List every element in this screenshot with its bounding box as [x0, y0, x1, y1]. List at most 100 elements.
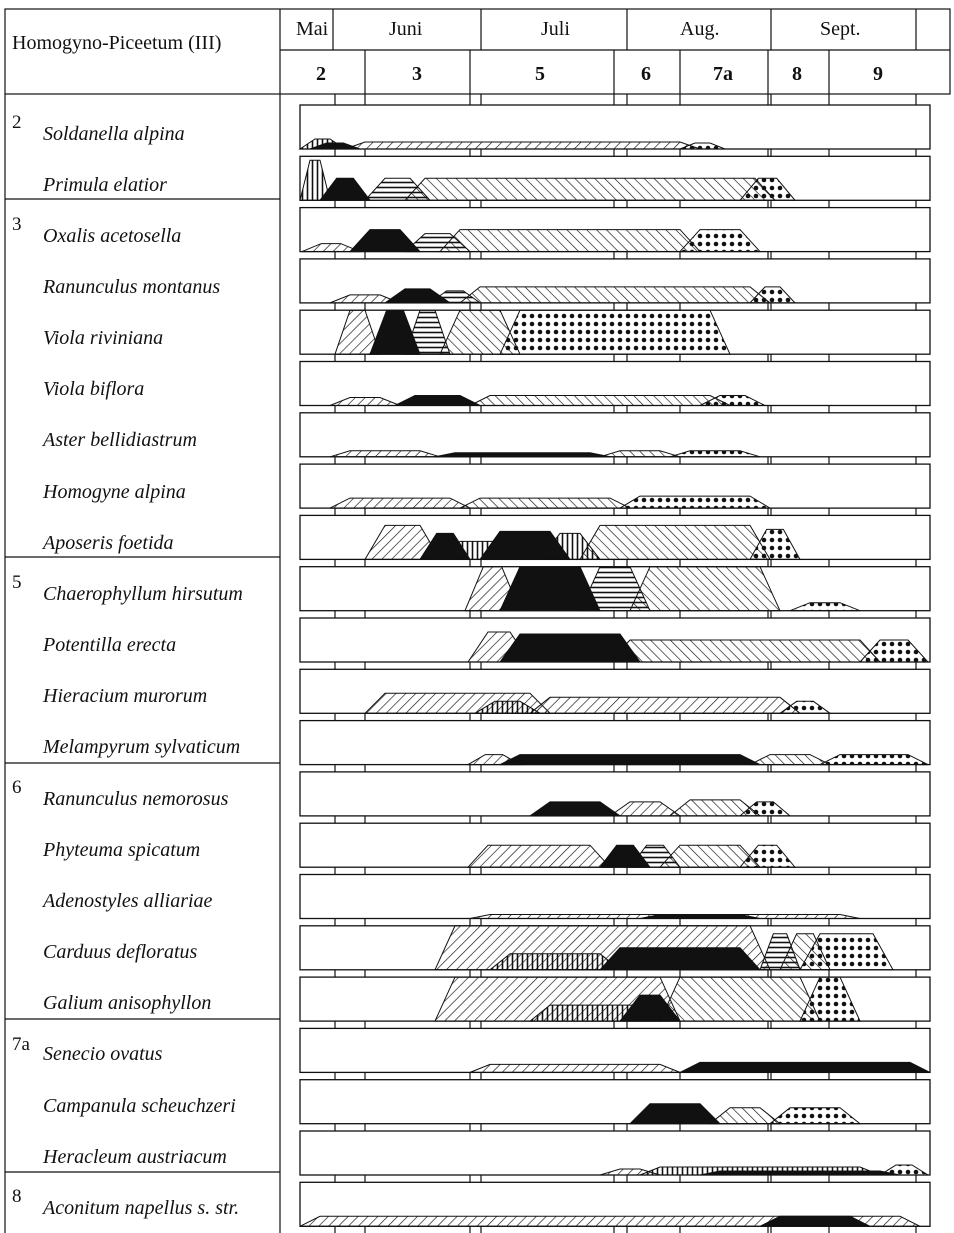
- solid-segment: [528, 801, 622, 817]
- solid-segment: [598, 947, 762, 971]
- forward-hatch-segment: [658, 844, 762, 868]
- species-label: Heracleum austriacum: [43, 1146, 227, 1168]
- vertical-hatch-segment: [488, 953, 622, 971]
- species-row-box: [299, 771, 931, 817]
- month-aug: Aug.: [680, 18, 720, 40]
- month-mai: Mai: [296, 18, 329, 40]
- dotted-segment: [858, 639, 930, 663]
- solid-segment: [628, 1103, 722, 1125]
- dotted-segment: [799, 933, 894, 971]
- diagonal-hatch-segment: [608, 801, 682, 817]
- forward-hatch-segment: [659, 976, 821, 1022]
- solid-segment: [639, 914, 761, 919]
- solid-segment: [309, 142, 361, 150]
- solid-segment: [499, 566, 601, 612]
- forward-hatch-segment: [599, 450, 681, 458]
- phase-2: 2: [316, 63, 326, 85]
- horizontal-hatch-segment: [404, 309, 451, 355]
- dotted-segment: [738, 844, 797, 868]
- diagonal-hatch-segment: [466, 844, 612, 868]
- forward-hatch-segment: [459, 497, 631, 509]
- forward-hatch-segment: [708, 1107, 782, 1125]
- diagonal-hatch-segment: [329, 397, 401, 406]
- solid-segment: [318, 177, 372, 201]
- species-label: Soldanella alpina: [43, 123, 185, 145]
- species-row-box: [299, 873, 931, 920]
- species-label: Melampyrum sylvaticum: [43, 736, 241, 758]
- solid-segment: [348, 229, 422, 253]
- forward-hatch-segment: [749, 754, 831, 766]
- vertical-hatch-segment: [473, 700, 542, 714]
- species-label: Viola riviniana: [43, 327, 164, 349]
- solid-segment: [499, 633, 641, 663]
- forward-hatch-segment: [439, 309, 521, 355]
- dotted-segment: [678, 229, 762, 253]
- species-label: Viola biflora: [43, 378, 145, 400]
- diagonal-hatch-segment: [301, 243, 361, 253]
- dotted-segment: [878, 1164, 930, 1176]
- table-title: Homogyno-Piceetum (III): [12, 32, 222, 54]
- species-label: Chaerophyllum hirsutum: [43, 583, 243, 605]
- species-label: Potentilla erecta: [43, 634, 177, 656]
- dotted-segment: [738, 801, 792, 817]
- species-label: Campanula scheuchzeri: [43, 1095, 236, 1117]
- dotted-segment: [778, 700, 832, 714]
- forward-hatch-segment: [579, 524, 771, 560]
- phenology-bands: [298, 138, 931, 1227]
- species-label: Ranunculus montanus: [43, 276, 221, 298]
- forward-hatch-segment: [403, 177, 777, 201]
- phase-9: 9: [873, 63, 883, 85]
- diagonal-hatch-segment: [329, 450, 441, 458]
- phase-8: 8: [792, 63, 802, 85]
- forward-hatch-segment: [629, 566, 781, 612]
- diagonal-hatch-segment: [528, 696, 802, 714]
- forward-hatch-segment: [769, 1065, 831, 1073]
- species-label: Adenostyles alliariae: [43, 890, 213, 912]
- species-row-box: [299, 412, 931, 458]
- species-label: Primula elatior: [43, 174, 167, 196]
- phase-5: 5: [535, 63, 545, 85]
- dotted-segment: [499, 309, 731, 355]
- solid-segment: [699, 1170, 901, 1176]
- solid-segment: [759, 1215, 871, 1227]
- species-label: Carduus defloratus: [43, 941, 198, 963]
- group-separators: [4, 94, 281, 1233]
- diagonal-hatch-segment: [334, 309, 381, 355]
- species-label: Senecio ovatus: [43, 1043, 163, 1065]
- group-label-7a: 7a: [12, 1034, 30, 1055]
- species-label: Ranunculus nemorosus: [43, 788, 229, 810]
- group-label-3: 3: [12, 214, 22, 235]
- horizontal-hatch-segment: [579, 566, 651, 612]
- species-label: Homogyne alpina: [43, 481, 186, 503]
- dotted-segment: [768, 1107, 862, 1125]
- dotted-segment: [738, 177, 797, 201]
- solid-segment: [434, 452, 611, 458]
- species-label: Oxalis acetosella: [43, 225, 182, 247]
- month-sept: Sept.: [820, 18, 861, 40]
- forward-hatch-segment: [608, 639, 882, 663]
- diagonal-hatch-segment: [364, 524, 441, 560]
- phase-7a: 7a: [713, 63, 733, 85]
- group-label-6: 6: [12, 777, 22, 798]
- species-label: Aster bellidiastrum: [43, 429, 197, 451]
- phase-3: 3: [412, 63, 422, 85]
- dotted-segment: [799, 976, 861, 1022]
- solid-segment: [369, 309, 421, 355]
- species-label: Phyteuma spicatum: [43, 839, 201, 861]
- group-label-8: 8: [12, 1186, 22, 1207]
- forward-hatch-segment: [668, 799, 762, 817]
- forward-hatch-segment: [469, 395, 731, 406]
- solid-segment: [499, 754, 761, 766]
- diagonal-hatch-segment: [469, 1063, 681, 1073]
- solid-segment: [394, 395, 481, 406]
- dotted-segment: [618, 495, 772, 509]
- diagonal-hatch-segment: [329, 294, 401, 304]
- dotted-segment: [679, 142, 726, 150]
- dotted-segment: [749, 528, 801, 560]
- dotted-segment: [699, 395, 766, 406]
- month-juli: Juli: [541, 18, 570, 40]
- dotted-segment: [748, 286, 797, 304]
- solid-segment: [383, 288, 452, 304]
